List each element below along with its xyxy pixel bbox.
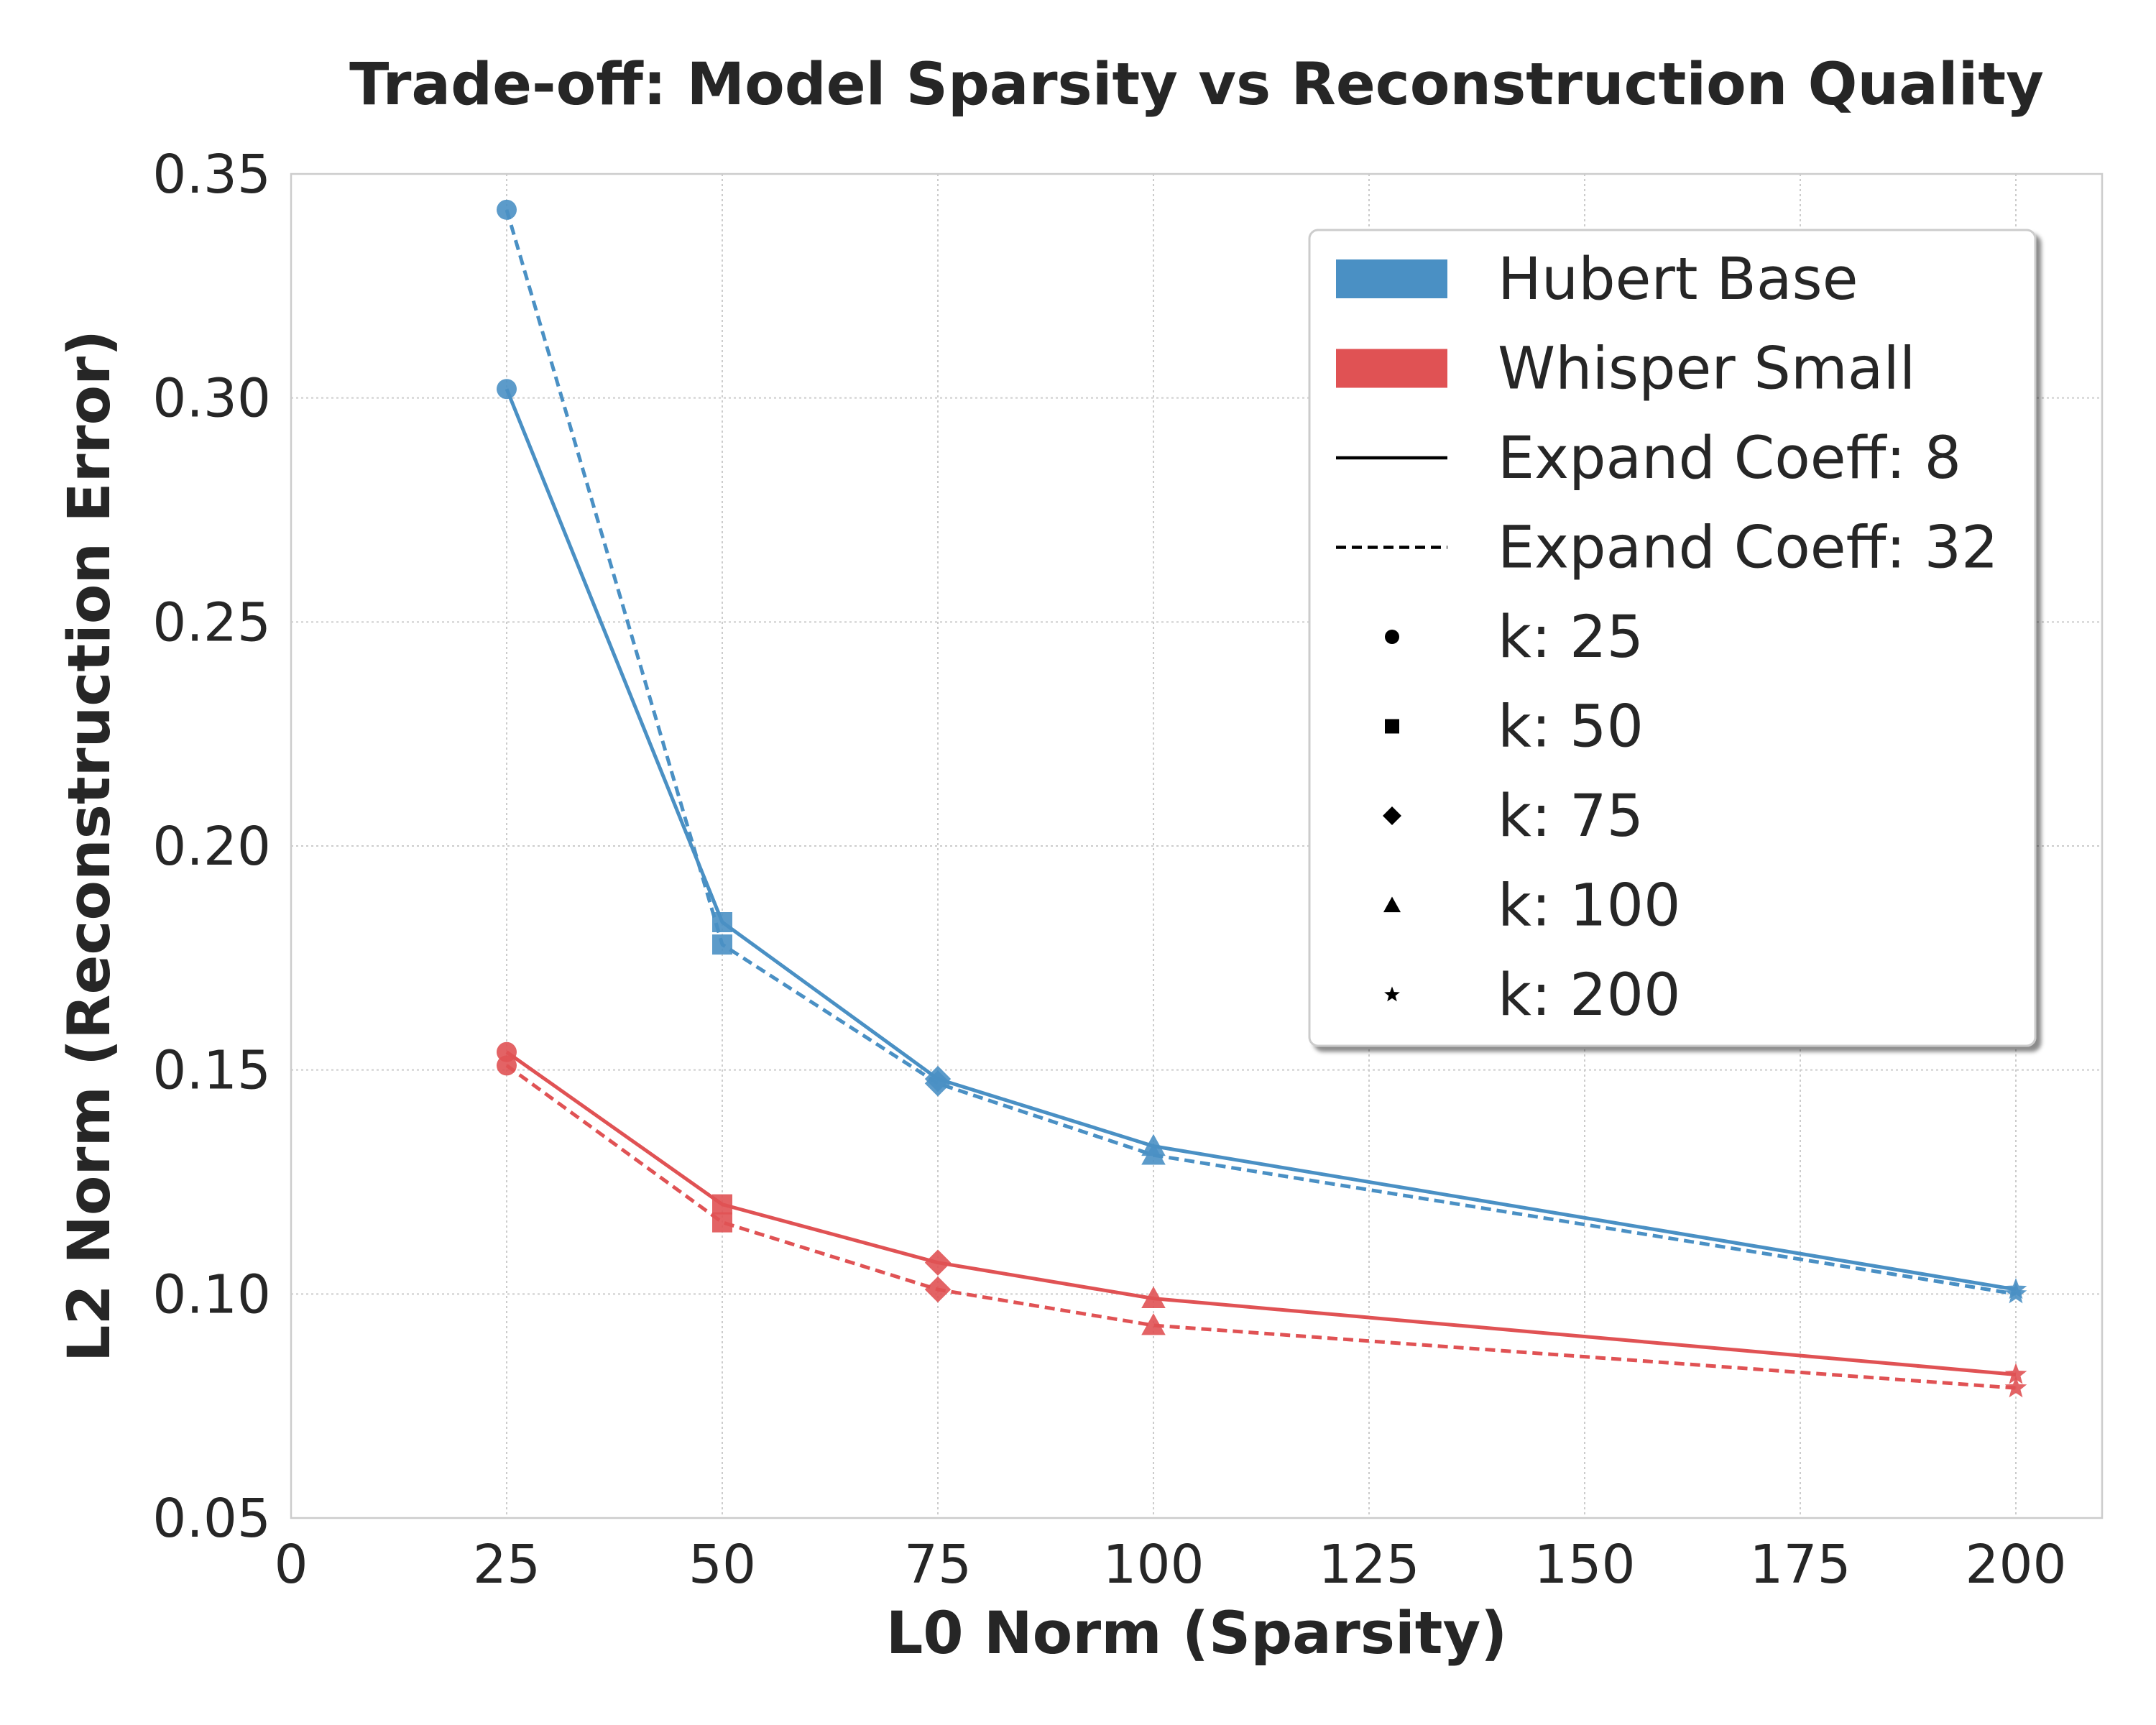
legend-label: k: 200 <box>1498 962 1681 1029</box>
data-point <box>924 1070 952 1097</box>
x-tick-label: 125 <box>1318 1534 1419 1596</box>
data-point <box>2004 1363 2027 1384</box>
x-tick-label: 100 <box>1102 1534 1204 1596</box>
legend-marker <box>1385 630 1399 644</box>
legend-label: Whisper Small <box>1498 336 1915 403</box>
y-tick-label: 0.05 <box>152 1488 271 1550</box>
legend-label: k: 75 <box>1498 783 1644 850</box>
y-tick-label: 0.35 <box>152 144 271 206</box>
x-tick-label: 175 <box>1749 1534 1851 1596</box>
x-tick-label: 75 <box>904 1534 972 1596</box>
x-tick-label: 0 <box>274 1534 308 1596</box>
x-axis-label: L0 Norm (Sparsity) <box>886 1600 1508 1668</box>
legend-label: Hubert Base <box>1498 246 1858 313</box>
data-point <box>712 934 732 955</box>
data-point <box>1141 1286 1166 1309</box>
data-point <box>924 1276 952 1303</box>
data-point <box>497 379 517 400</box>
data-point <box>497 1055 517 1076</box>
legend-label: k: 50 <box>1498 694 1644 761</box>
data-series <box>497 199 2027 1398</box>
legend-marker <box>1385 719 1399 734</box>
chart-title: Trade-off: Model Sparsity vs Reconstruct… <box>349 51 2044 119</box>
x-tick-label: 25 <box>473 1534 540 1596</box>
series-line <box>505 209 2017 1296</box>
legend-marker <box>1383 806 1401 825</box>
data-point <box>1141 1313 1166 1335</box>
data-point <box>1141 1143 1166 1165</box>
y-axis-label: L2 Norm (Reconstruction Error) <box>56 330 124 1362</box>
legend-label: Expand Coeff: 8 <box>1498 425 1961 492</box>
x-tick-label: 150 <box>1534 1534 1635 1596</box>
y-tick-label: 0.30 <box>152 368 271 430</box>
legend-marker <box>1383 896 1401 913</box>
legend-box <box>1308 229 2037 1047</box>
x-tick-label: 50 <box>688 1534 756 1596</box>
plot-frame <box>290 172 2104 1519</box>
legend-label: k: 100 <box>1498 873 1681 940</box>
data-point <box>924 1249 952 1276</box>
y-tick-label: 0.25 <box>152 592 271 653</box>
data-point <box>2004 1282 2027 1304</box>
data-point <box>712 1194 732 1215</box>
legend-label: k: 25 <box>1498 604 1644 671</box>
legend-swatch <box>1336 349 1447 388</box>
data-point <box>712 1212 732 1233</box>
legend-marker <box>1384 986 1400 1002</box>
legend: Hubert Base Whisper Small Expand Coeff: 8 E… <box>1308 229 2037 1047</box>
y-tick-label: 0.10 <box>152 1264 271 1325</box>
legend-swatch <box>1336 259 1447 298</box>
legend-label: Expand Coeff: 32 <box>1498 515 1999 582</box>
data-point <box>2004 1376 2027 1398</box>
tick-labels: 0 25 50 75 100 125 150 175 200 0.05 0.10 0.15 0.20 0.… <box>152 144 2066 1596</box>
data-point <box>497 199 517 220</box>
y-tick-label: 0.15 <box>152 1040 271 1102</box>
x-tick-label: 200 <box>1965 1534 2066 1596</box>
y-tick-label: 0.20 <box>152 816 271 878</box>
